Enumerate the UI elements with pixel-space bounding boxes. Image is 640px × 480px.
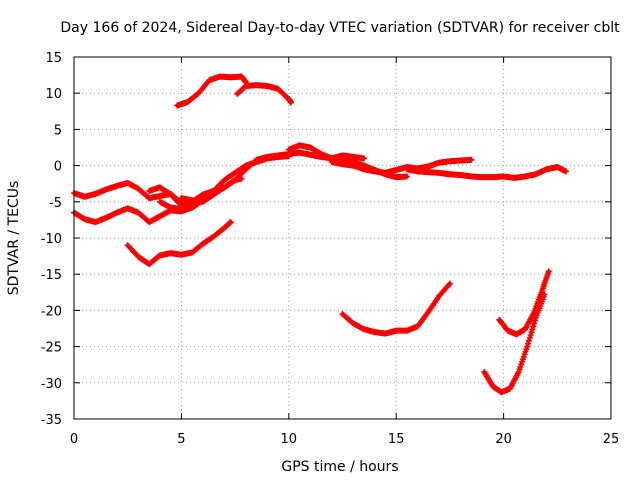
y-tick-label: -25 <box>41 341 62 356</box>
x-tick-label: 10 <box>281 432 298 447</box>
y-tick-label: -5 <box>49 196 62 211</box>
series-arc-3 <box>124 219 234 268</box>
series-arc-14 <box>496 268 552 338</box>
ticks-layer: 0 5 10 15 20 25 -35 -30 -25 -20 -15 -10 -5 0 5 10 15 <box>41 51 620 447</box>
data-point <box>525 340 532 347</box>
data-point <box>238 175 245 182</box>
data-point <box>562 168 569 175</box>
x-tick-label: 0 <box>70 432 78 447</box>
data-point <box>529 326 536 333</box>
data-point <box>525 337 532 344</box>
data-point <box>545 268 552 275</box>
data-point <box>446 280 453 287</box>
data-point <box>360 155 367 162</box>
data-point <box>468 156 475 163</box>
data-point <box>227 219 234 226</box>
data-point <box>403 173 410 180</box>
y-tick-label: -30 <box>41 377 62 392</box>
chart-title: Day 166 of 2024, Sidereal Day-to-day VTE… <box>60 20 620 36</box>
y-tick-label: -15 <box>41 268 62 283</box>
data-point <box>524 343 531 350</box>
series-arc-7 <box>174 73 249 109</box>
series-arc-10 <box>328 156 475 176</box>
series-arc-8 <box>234 82 294 106</box>
data-point <box>526 334 533 341</box>
data-point <box>287 99 294 106</box>
series-arc-12 <box>339 280 453 337</box>
x-tick-label: 15 <box>388 432 405 447</box>
x-axis-label: GPS time / hours <box>281 459 398 475</box>
data-point <box>528 329 535 336</box>
data-point <box>527 332 534 339</box>
y-tick-label: 5 <box>54 123 62 138</box>
x-tick-label: 20 <box>495 432 512 447</box>
data-point <box>530 323 537 330</box>
series-layer <box>71 73 569 396</box>
y-tick-label: 10 <box>45 87 62 102</box>
series-arc-11 <box>403 164 569 181</box>
grid-layer <box>74 57 611 419</box>
x-tick-label: 5 <box>177 432 185 447</box>
data-point <box>445 281 452 288</box>
y-axis-label: SDTVAR / TECUs <box>6 181 22 296</box>
data-point <box>285 153 292 160</box>
data-point <box>531 320 538 327</box>
y-tick-label: 15 <box>45 51 62 66</box>
series-arc-5 <box>156 153 292 213</box>
series-arc-9 <box>285 142 367 162</box>
data-point <box>531 317 538 324</box>
y-tick-label: -10 <box>41 232 62 247</box>
y-tick-label: -35 <box>41 413 62 428</box>
series-arc-6 <box>178 175 245 205</box>
y-tick-label: 0 <box>54 160 62 175</box>
x-tick-label: 25 <box>603 432 620 447</box>
y-tick-label: -20 <box>41 304 62 319</box>
